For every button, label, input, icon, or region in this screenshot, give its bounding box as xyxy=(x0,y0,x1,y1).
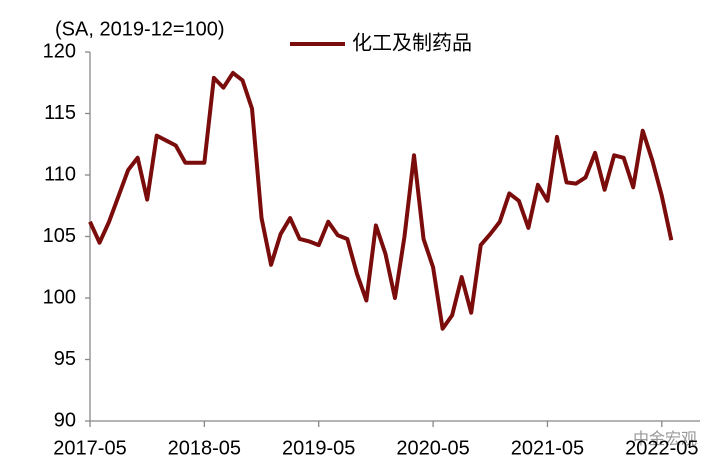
y-axis-label: (SA, 2019-12=100) xyxy=(55,18,225,40)
y-tick-label: 90 xyxy=(54,409,76,431)
x-tick-label: 2019-05 xyxy=(282,437,355,459)
y-tick-label: 115 xyxy=(44,102,76,124)
y-tick-label: 120 xyxy=(43,40,76,62)
x-tick-label: 2018-05 xyxy=(168,437,241,459)
y-tick-label: 100 xyxy=(43,286,76,308)
y-tick-label: 95 xyxy=(54,348,76,370)
x-tick-label: 2020-05 xyxy=(396,437,469,459)
x-tick-label: 2017-05 xyxy=(53,437,126,459)
watermark: 中金宏观 xyxy=(633,430,697,448)
y-tick-label: 110 xyxy=(44,163,76,185)
legend-label: 化工及制药品 xyxy=(352,31,472,54)
y-tick-label: 105 xyxy=(43,225,76,247)
x-tick-label: 2021-05 xyxy=(511,437,584,459)
x-tick-label: 2022-05 xyxy=(625,437,698,459)
line xyxy=(88,70,674,331)
